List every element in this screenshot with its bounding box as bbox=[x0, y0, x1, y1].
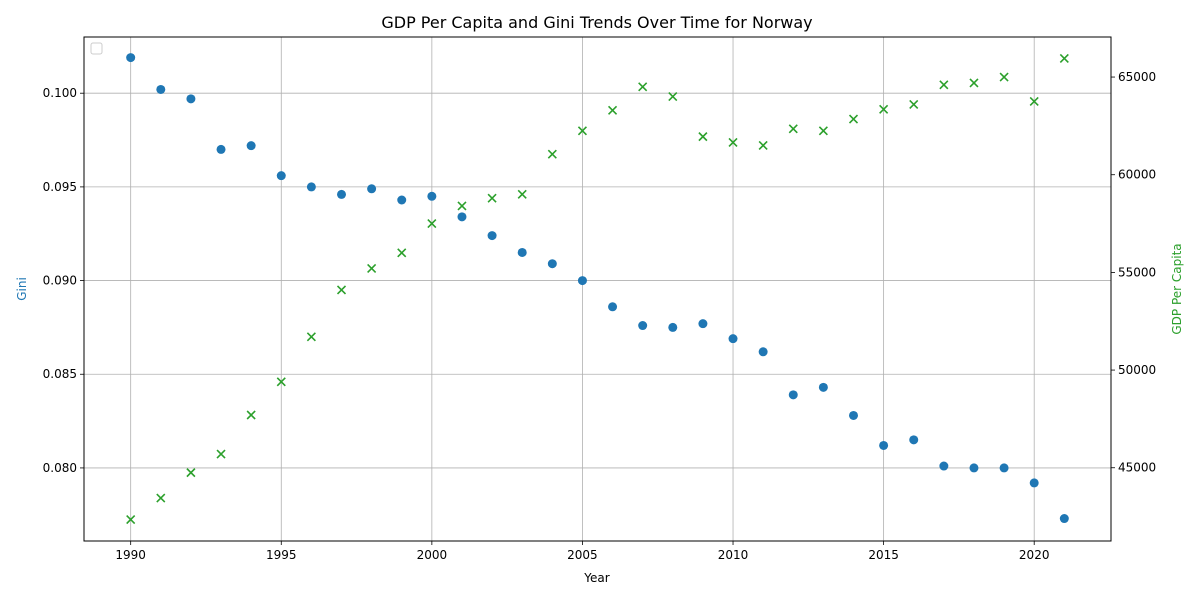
gdp-point bbox=[1029, 96, 1039, 107]
gini-point bbox=[487, 231, 497, 241]
gini-point bbox=[457, 212, 467, 222]
gdp-point bbox=[788, 124, 798, 134]
gini-point bbox=[999, 463, 1009, 473]
gdp-point bbox=[728, 137, 738, 148]
gini-point bbox=[126, 53, 136, 63]
gini-point bbox=[728, 334, 738, 344]
gini-point bbox=[698, 319, 708, 329]
gini-series bbox=[126, 53, 1069, 524]
gdp-point bbox=[758, 140, 768, 150]
x-tick-label: 1995 bbox=[266, 548, 297, 562]
y-left-tick-label: 0.085 bbox=[43, 367, 77, 381]
gini-point bbox=[306, 182, 316, 192]
grid bbox=[84, 37, 1111, 541]
gini-point bbox=[608, 302, 618, 312]
x-axis-label: Year bbox=[583, 571, 609, 585]
gdp-point bbox=[126, 514, 136, 525]
gdp-point bbox=[276, 377, 286, 387]
gini-point bbox=[1059, 514, 1069, 524]
gini-point bbox=[216, 144, 226, 154]
gdp-point bbox=[607, 105, 618, 115]
x-tick-label: 2015 bbox=[868, 548, 899, 562]
chart-title: GDP Per Capita and Gini Trends Over Time… bbox=[381, 13, 812, 32]
gdp-point bbox=[246, 410, 256, 420]
gini-point bbox=[427, 191, 437, 201]
y-left-tick-label: 0.080 bbox=[43, 461, 77, 475]
gdp-point bbox=[216, 449, 226, 459]
gini-point bbox=[1029, 478, 1039, 488]
gdp-point bbox=[336, 285, 347, 295]
gdp-point bbox=[818, 126, 828, 136]
gini-point bbox=[156, 84, 166, 94]
gini-point bbox=[397, 195, 407, 205]
gini-point bbox=[668, 322, 678, 332]
gini-point bbox=[909, 435, 919, 445]
y-axis-left: 0.080 0.085 0.090 0.095 0.100 bbox=[43, 86, 84, 475]
gdp-point bbox=[156, 493, 166, 503]
gdp-point bbox=[999, 72, 1009, 82]
gdp-point bbox=[427, 218, 437, 229]
y-axis-left-label: Gini bbox=[15, 277, 29, 301]
gini-point bbox=[337, 189, 347, 199]
gdp-point bbox=[397, 248, 407, 258]
y-right-tick-label: 45000 bbox=[1118, 461, 1156, 475]
legend-box bbox=[90, 42, 103, 55]
y-axis-right: 45000 50000 55000 60000 65000 bbox=[1111, 70, 1156, 475]
gini-point bbox=[758, 347, 768, 357]
gdp-point bbox=[939, 80, 949, 90]
x-tick-label: 2020 bbox=[1019, 548, 1050, 562]
gdp-point bbox=[1059, 53, 1069, 64]
gdp-point bbox=[367, 263, 377, 274]
gdp-point bbox=[698, 132, 708, 142]
y-right-tick-label: 50000 bbox=[1118, 363, 1156, 377]
gini-point bbox=[276, 171, 286, 181]
y-axis-right-label: GDP Per Capita bbox=[1170, 243, 1184, 334]
gdp-point bbox=[577, 126, 588, 136]
plot-frame bbox=[83, 36, 1112, 542]
gini-point bbox=[517, 247, 527, 257]
x-axis: 1990 1995 2000 2005 2010 2015 2020 bbox=[115, 541, 1049, 562]
gdp-point bbox=[969, 78, 979, 88]
gdp-point bbox=[457, 201, 467, 211]
gdp-point bbox=[638, 82, 648, 92]
gini-point bbox=[638, 321, 648, 331]
x-tick-label: 2005 bbox=[567, 548, 598, 562]
gini-point bbox=[879, 440, 889, 450]
gdp-point bbox=[668, 92, 678, 102]
gdp-point bbox=[186, 468, 196, 478]
gini-point bbox=[788, 390, 798, 400]
gini-point bbox=[818, 382, 828, 392]
gini-point bbox=[969, 463, 979, 473]
x-tick-label: 2010 bbox=[718, 548, 749, 562]
gini-point bbox=[367, 184, 377, 194]
y-right-tick-label: 60000 bbox=[1118, 168, 1156, 182]
gdp-point bbox=[517, 189, 527, 199]
gdp-point bbox=[848, 114, 859, 124]
gdp-point bbox=[547, 149, 557, 159]
x-tick-label: 2000 bbox=[417, 548, 448, 562]
y-left-tick-label: 0.090 bbox=[43, 274, 77, 288]
gdp-point bbox=[487, 193, 497, 203]
gini-point bbox=[186, 94, 196, 104]
gini-point bbox=[848, 410, 858, 420]
gdp-point bbox=[879, 104, 889, 114]
y-right-tick-label: 65000 bbox=[1118, 70, 1156, 84]
gdp-point bbox=[306, 332, 316, 342]
gini-point bbox=[577, 276, 587, 286]
gini-point bbox=[246, 141, 256, 151]
gini-point bbox=[547, 259, 557, 269]
y-left-tick-label: 0.100 bbox=[43, 86, 77, 100]
gdp-point bbox=[909, 99, 919, 109]
y-left-tick-label: 0.095 bbox=[43, 180, 77, 194]
gdp-series bbox=[126, 53, 1069, 525]
y-right-tick-label: 55000 bbox=[1118, 265, 1156, 279]
x-tick-label: 1990 bbox=[115, 548, 146, 562]
gini-point bbox=[939, 461, 949, 471]
